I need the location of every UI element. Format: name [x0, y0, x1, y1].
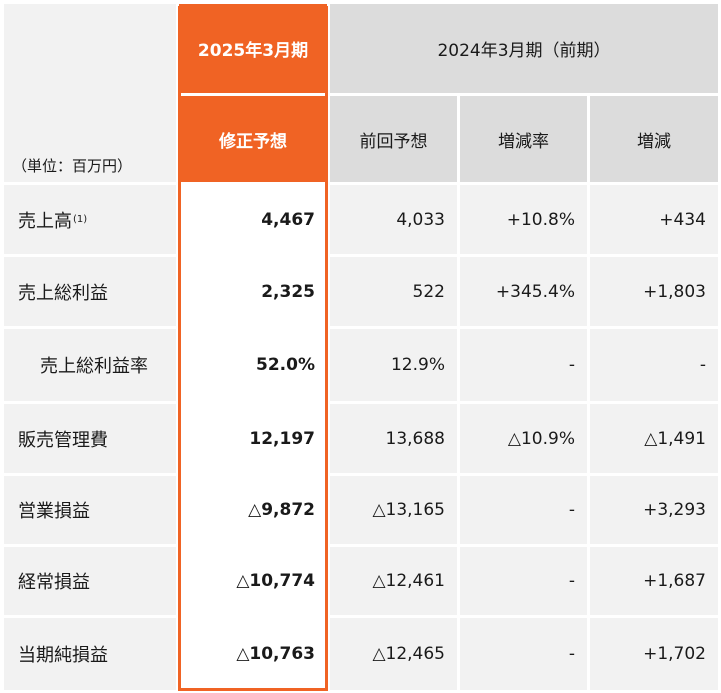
- revised-value: △10,774: [179, 547, 327, 615]
- previous-value: △12,461: [330, 547, 457, 615]
- row-label-net-income: 当期純損益: [4, 618, 176, 690]
- unit-label: （単位：百万円）: [4, 4, 176, 182]
- footnote-marker: (1): [73, 214, 88, 225]
- row-label-text: 売上高: [18, 210, 72, 232]
- change-value: +3,293: [590, 476, 718, 544]
- previous-value: 4,033: [330, 185, 457, 254]
- revised-value: 12,197: [179, 404, 327, 473]
- row-label-ordinary-income: 経常損益: [4, 547, 176, 615]
- row-label-sga: 販売管理費: [4, 404, 176, 473]
- row-label-gross-profit: 売上総利益: [4, 257, 176, 326]
- change-value: -: [590, 329, 718, 401]
- revised-value: △10,763: [179, 618, 327, 690]
- change-rate-header: 増減率: [460, 96, 587, 182]
- revised-value: 2,325: [179, 257, 327, 326]
- change-value: +1,687: [590, 547, 718, 615]
- change-rate-value: -: [460, 547, 587, 615]
- revised-value: 52.0%: [179, 329, 327, 401]
- change-rate-value: -: [460, 476, 587, 544]
- change-header: 増減: [590, 96, 718, 182]
- revised-value: 4,467: [179, 185, 327, 254]
- previous-forecast-header: 前回予想: [330, 96, 457, 182]
- change-value: +1,803: [590, 257, 718, 326]
- change-value: +1,702: [590, 618, 718, 690]
- row-label-operating-income: 営業損益: [4, 476, 176, 544]
- change-rate-value: +345.4%: [460, 257, 587, 326]
- change-value: △1,491: [590, 404, 718, 473]
- previous-value: △13,165: [330, 476, 457, 544]
- change-rate-value: △10.9%: [460, 404, 587, 473]
- previous-value: 522: [330, 257, 457, 326]
- change-rate-value: -: [460, 329, 587, 401]
- previous-value: 12.9%: [330, 329, 457, 401]
- row-label-gross-margin: 売上総利益率: [4, 329, 176, 401]
- previous-value: △12,465: [330, 618, 457, 690]
- current-period-header: 2025年3月期: [179, 4, 327, 93]
- change-value: +434: [590, 185, 718, 254]
- previous-value: 13,688: [330, 404, 457, 473]
- row-label-sales: 売上高 (1): [4, 185, 176, 254]
- change-rate-value: +10.8%: [460, 185, 587, 254]
- change-rate-value: -: [460, 618, 587, 690]
- prior-period-header: 2024年3月期（前期）: [330, 4, 718, 93]
- revised-forecast-header: 修正予想: [179, 96, 327, 182]
- revised-value: △9,872: [179, 476, 327, 544]
- forecast-table: （単位：百万円） 2025年3月期 2024年3月期（前期） 修正予想 前回予想…: [4, 4, 718, 691]
